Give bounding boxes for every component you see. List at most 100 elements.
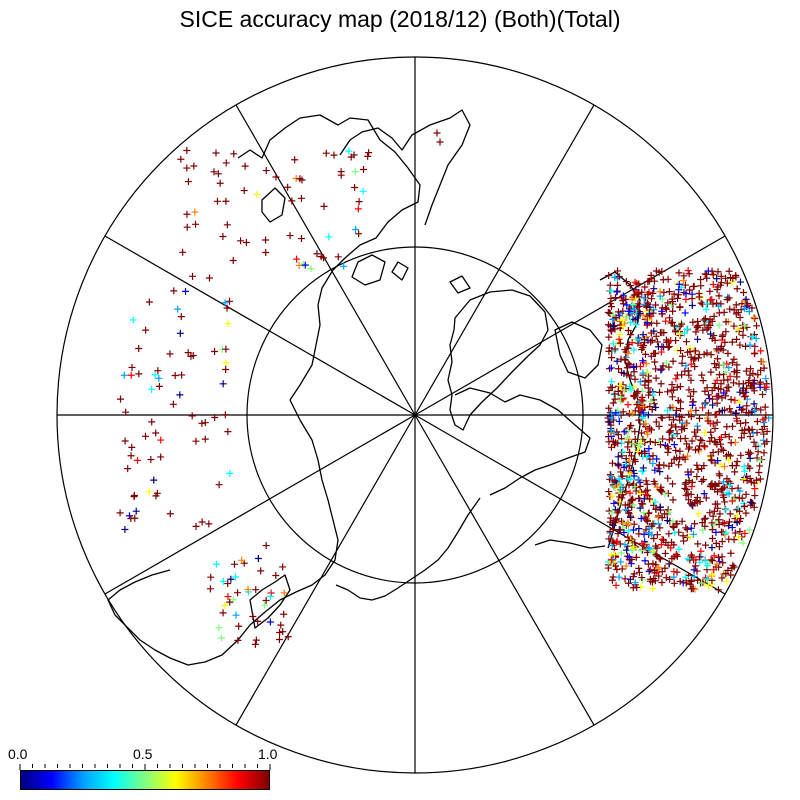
accuracy-marker <box>751 315 759 323</box>
accuracy-marker <box>648 406 656 414</box>
accuracy-marker <box>762 375 770 383</box>
accuracy-marker <box>725 364 733 372</box>
accuracy-marker <box>210 168 218 176</box>
accuracy-marker <box>613 515 621 523</box>
accuracy-marker <box>718 538 726 546</box>
accuracy-marker <box>635 525 643 533</box>
accuracy-marker <box>663 407 671 415</box>
accuracy-marker <box>749 370 757 378</box>
accuracy-marker <box>714 457 722 465</box>
accuracy-marker <box>743 477 751 485</box>
colorbar-mid-label: 0.5 <box>133 746 153 762</box>
accuracy-marker <box>699 326 707 334</box>
accuracy-marker <box>627 386 635 394</box>
accuracy-marker <box>636 378 644 386</box>
accuracy-marker <box>742 342 750 350</box>
accuracy-marker <box>433 129 441 137</box>
accuracy-marker <box>627 331 635 339</box>
accuracy-marker <box>648 578 656 586</box>
accuracy-marker <box>710 312 718 320</box>
accuracy-marker <box>733 458 741 466</box>
accuracy-marker <box>625 537 633 545</box>
accuracy-marker <box>736 487 744 495</box>
accuracy-marker <box>694 317 702 325</box>
accuracy-marker <box>614 267 622 275</box>
accuracy-marker <box>652 301 660 309</box>
accuracy-marker <box>706 453 714 461</box>
accuracy-marker <box>665 530 673 538</box>
accuracy-marker <box>715 321 723 329</box>
accuracy-markers <box>116 129 773 648</box>
accuracy-marker <box>682 290 690 298</box>
accuracy-marker <box>731 468 739 476</box>
accuracy-marker <box>616 330 624 338</box>
accuracy-marker <box>694 354 702 362</box>
accuracy-marker <box>625 457 633 465</box>
accuracy-marker <box>701 514 709 522</box>
accuracy-marker <box>700 442 708 450</box>
accuracy-marker <box>736 313 744 321</box>
accuracy-marker <box>615 481 623 489</box>
accuracy-marker <box>607 473 615 481</box>
accuracy-marker <box>622 278 630 286</box>
accuracy-marker <box>714 268 722 276</box>
coastline-canadian-arctic <box>454 387 591 496</box>
accuracy-marker <box>642 526 650 534</box>
accuracy-marker <box>635 568 643 576</box>
accuracy-marker <box>615 365 623 373</box>
accuracy-marker <box>662 538 670 546</box>
accuracy-marker <box>719 346 727 354</box>
accuracy-marker <box>736 341 744 349</box>
accuracy-marker <box>695 553 703 561</box>
accuracy-marker <box>704 267 712 275</box>
accuracy-marker <box>647 398 655 406</box>
accuracy-marker <box>691 446 699 454</box>
accuracy-marker <box>738 494 746 502</box>
accuracy-marker <box>234 589 242 597</box>
accuracy-marker <box>636 309 644 317</box>
accuracy-marker <box>692 556 700 564</box>
accuracy-marker <box>703 325 711 333</box>
accuracy-marker <box>682 491 690 499</box>
accuracy-marker <box>617 468 625 476</box>
accuracy-marker <box>686 499 694 507</box>
accuracy-marker <box>605 438 613 446</box>
accuracy-marker <box>682 338 690 346</box>
accuracy-marker <box>732 462 740 470</box>
accuracy-marker <box>746 341 754 349</box>
accuracy-marker <box>717 385 725 393</box>
accuracy-marker <box>219 233 227 241</box>
accuracy-marker <box>732 273 740 281</box>
accuracy-marker <box>728 497 736 505</box>
accuracy-marker <box>608 576 616 584</box>
accuracy-marker <box>716 510 724 518</box>
accuracy-marker <box>689 530 697 538</box>
accuracy-marker <box>613 281 621 289</box>
accuracy-marker <box>686 580 694 588</box>
accuracy-marker <box>677 405 685 413</box>
accuracy-marker <box>646 438 654 446</box>
accuracy-marker <box>708 387 716 395</box>
accuracy-marker <box>221 601 229 609</box>
accuracy-marker <box>604 308 612 316</box>
accuracy-marker <box>238 556 246 564</box>
accuracy-marker <box>626 448 634 456</box>
accuracy-marker <box>184 178 192 186</box>
accuracy-marker <box>205 520 213 528</box>
accuracy-marker <box>714 488 722 496</box>
accuracy-marker <box>665 363 673 371</box>
accuracy-marker <box>619 300 627 308</box>
accuracy-marker <box>703 414 711 422</box>
accuracy-marker <box>653 544 661 552</box>
accuracy-marker <box>763 428 771 436</box>
accuracy-marker <box>607 364 615 372</box>
accuracy-marker <box>731 529 739 537</box>
accuracy-marker <box>761 403 769 411</box>
accuracy-marker <box>656 555 664 563</box>
accuracy-marker <box>631 428 639 436</box>
accuracy-marker <box>741 529 749 537</box>
accuracy-marker <box>625 527 633 535</box>
accuracy-marker <box>684 555 692 563</box>
accuracy-marker <box>325 233 333 241</box>
accuracy-marker <box>727 395 735 403</box>
